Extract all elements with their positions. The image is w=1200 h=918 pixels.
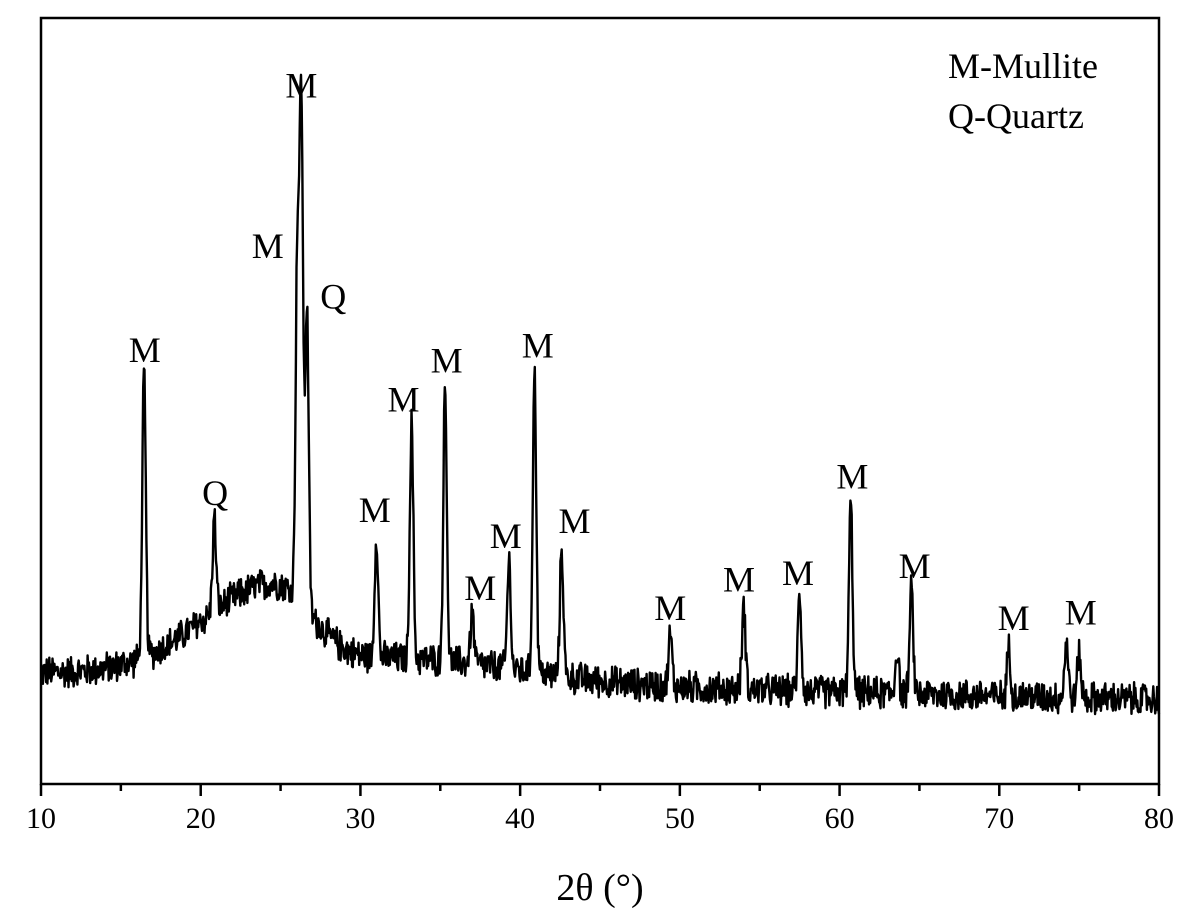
peak-label-mullite: M — [285, 66, 317, 106]
peak-label-mullite: M — [654, 588, 686, 628]
peak-label-mullite: M — [1065, 593, 1097, 633]
x-axis-title: 2θ (°) — [556, 867, 643, 909]
peak-label-mullite: M — [464, 568, 496, 608]
peak-label-mullite: M — [998, 598, 1030, 638]
x-axis-ticks: 10 20 30 40 50 60 70 80 — [26, 784, 1174, 835]
x-tick-label: 10 — [26, 802, 56, 835]
legend-entry-quartz: Q-Quartz — [948, 96, 1084, 136]
x-tick-label: 50 — [665, 802, 695, 835]
peak-label-mullite: M — [252, 226, 284, 266]
x-tick-label: 30 — [345, 802, 375, 835]
xrd-trace-group — [40, 73, 1161, 716]
peak-label-mullite: M — [899, 546, 931, 586]
x-tick-label: 80 — [1144, 802, 1174, 835]
legend-entry-mullite: M-Mullite — [948, 46, 1098, 86]
peak-label-mullite: M — [388, 380, 420, 420]
peak-label-mullite: M — [490, 516, 522, 556]
peak-label-mullite: M — [836, 456, 868, 496]
peak-label-mullite: M — [723, 560, 755, 600]
x-tick-label: 40 — [505, 802, 535, 835]
x-tick-label: 60 — [825, 802, 855, 835]
peak-label-quartz: Q — [320, 276, 346, 316]
xrd-trace-line — [40, 73, 1161, 716]
peak-label-mullite: M — [431, 341, 463, 381]
x-tick-label: 70 — [984, 802, 1014, 835]
peak-label-mullite: M — [782, 553, 814, 593]
peak-label-mullite: M — [522, 325, 554, 365]
peak-label-quartz: Q — [202, 473, 228, 513]
peak-label-mullite: M — [129, 330, 161, 370]
peak-label-mullite: M — [558, 501, 590, 541]
x-tick-label: 20 — [186, 802, 216, 835]
peak-label-mullite: M — [359, 490, 391, 530]
